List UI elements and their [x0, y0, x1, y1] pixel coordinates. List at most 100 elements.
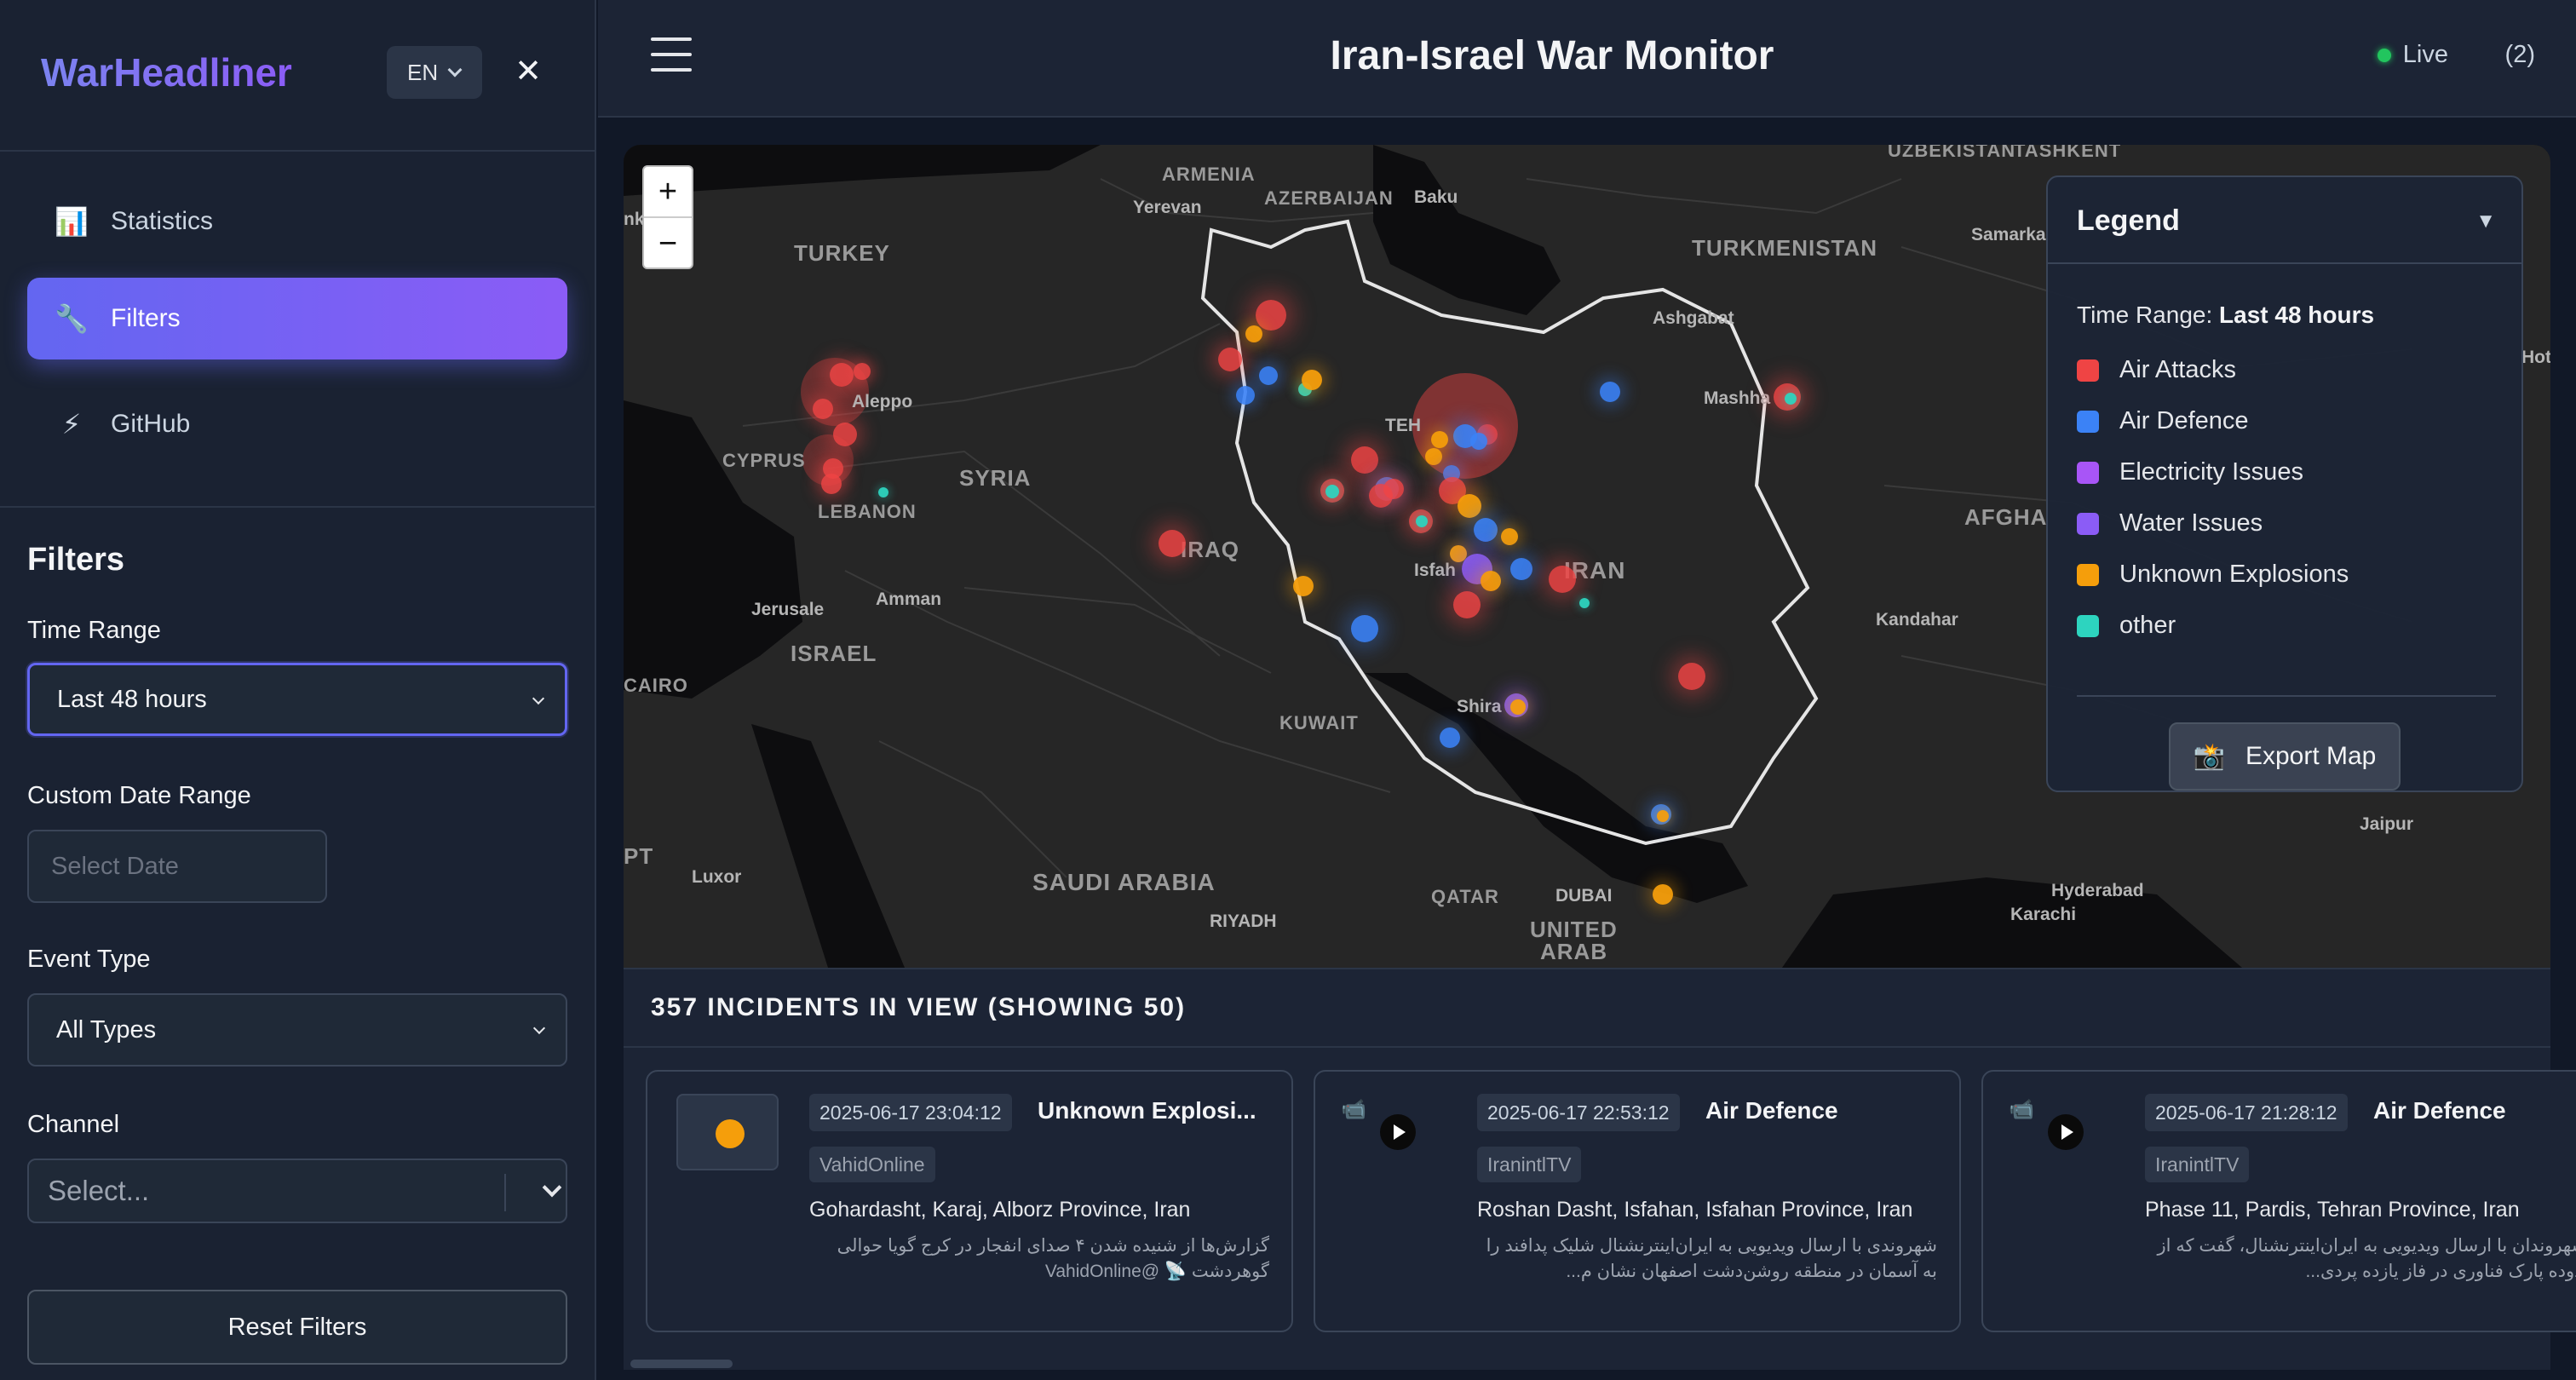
- incident-card[interactable]: 📹 2025-06-17 21:28:12 Air Defence Iranin…: [1981, 1070, 2576, 1332]
- live-status: Live: [2377, 41, 2448, 69]
- incident-card[interactable]: 📹 2025-06-17 22:53:12 Air Defence Iranin…: [1314, 1070, 1961, 1332]
- map-label-city: DUBAI: [1555, 886, 1613, 906]
- incident-marker[interactable]: [1653, 884, 1673, 905]
- sidebar: WarHeadliner EN ✕ 📊 Statistics 🔧 Filters…: [0, 0, 596, 1380]
- incident-marker[interactable]: [1431, 431, 1448, 448]
- incident-timestamp: 2025-06-17 21:28:12: [2145, 1094, 2348, 1131]
- incident-map[interactable]: ARMENIA AZERBAIJAN TURKEY TURKMENISTAN U…: [624, 145, 2550, 968]
- divider: [2077, 695, 2496, 697]
- incident-marker[interactable]: [1549, 566, 1576, 593]
- incident-marker[interactable]: [1453, 591, 1481, 618]
- zoom-out-button[interactable]: −: [658, 225, 678, 262]
- zoom-in-button[interactable]: +: [644, 167, 692, 218]
- event-type-select[interactable]: All Types: [27, 993, 567, 1067]
- map-label-city: Amman: [876, 589, 942, 609]
- map-legend: Legend ▼ Time Range: Last 48 hours Air A…: [2046, 175, 2523, 792]
- incident-marker[interactable]: [1470, 433, 1487, 450]
- reset-filters-button[interactable]: Reset Filters: [27, 1290, 567, 1365]
- incident-marker[interactable]: [1302, 370, 1322, 390]
- incident-marker[interactable]: [1510, 699, 1526, 715]
- language-select[interactable]: EN: [387, 46, 482, 99]
- export-map-label: Export Map: [2245, 742, 2377, 770]
- incident-marker[interactable]: [1510, 558, 1532, 580]
- incident-marker[interactable]: [1236, 386, 1255, 405]
- incident-type: Air Defence: [2373, 1097, 2506, 1124]
- lightning-icon: ⚡: [61, 409, 82, 440]
- page-title: Iran-Israel War Monitor: [1330, 33, 1774, 78]
- map-label-city: Isfah: [1414, 561, 1457, 580]
- nav-item-statistics[interactable]: 📊 Statistics: [27, 181, 567, 262]
- map-label-city: Jerusale: [751, 600, 825, 619]
- incident-marker[interactable]: [1579, 598, 1590, 608]
- close-sidebar-button[interactable]: ✕: [515, 54, 542, 89]
- map-label-country: IRAQ: [1181, 537, 1239, 562]
- incident-location: Gohardasht, Karaj, Alborz Province, Iran: [809, 1198, 1191, 1222]
- incident-marker[interactable]: [1256, 300, 1286, 331]
- collapse-triangle-icon[interactable]: ▼: [2475, 210, 2496, 233]
- legend-swatch: [2077, 410, 2099, 433]
- incident-marker[interactable]: [1657, 810, 1669, 822]
- date-placeholder: Select Date: [51, 852, 179, 880]
- language-value: EN: [407, 59, 439, 85]
- explosion-dot-icon: [716, 1119, 745, 1148]
- incident-marker[interactable]: [1245, 325, 1262, 342]
- map-label-city: Kandahar: [1876, 610, 1958, 630]
- incident-marker[interactable]: [1600, 382, 1620, 402]
- incident-marker[interactable]: [1159, 530, 1186, 557]
- incident-marker[interactable]: [1474, 518, 1498, 542]
- export-map-button[interactable]: 📸 Export Map: [2169, 722, 2401, 791]
- incident-marker[interactable]: [1458, 494, 1481, 518]
- date-input[interactable]: Select Date: [27, 830, 327, 903]
- custom-date-label: Custom Date Range: [27, 782, 251, 809]
- legend-item-label: Air Attacks: [2119, 356, 2236, 383]
- brand-logo[interactable]: WarHeadliner: [41, 50, 292, 95]
- incident-marker[interactable]: [1481, 571, 1501, 591]
- incident-marker[interactable]: [1218, 348, 1242, 371]
- incident-marker[interactable]: [854, 363, 871, 380]
- incident-marker[interactable]: [1501, 528, 1518, 545]
- incident-channel: VahidOnline: [809, 1147, 935, 1182]
- map-label-city: Luxor: [692, 867, 742, 887]
- filters-heading: Filters: [27, 542, 125, 578]
- map-label-city: Baku: [1414, 187, 1458, 207]
- incident-marker[interactable]: [833, 423, 857, 446]
- legend-item-label: Water Issues: [2119, 509, 2263, 537]
- nav-item-github[interactable]: ⚡ GitHub: [27, 383, 567, 465]
- horizontal-scrollbar[interactable]: [630, 1360, 733, 1368]
- incident-marker[interactable]: [821, 474, 842, 494]
- incident-marker[interactable]: [1383, 479, 1404, 499]
- play-icon[interactable]: [2048, 1114, 2084, 1150]
- incident-card[interactable]: 2025-06-17 23:04:12 Unknown Explosi... V…: [646, 1070, 1293, 1332]
- map-label-country: ARMENIA: [1162, 164, 1256, 185]
- incident-marker[interactable]: [1450, 545, 1467, 562]
- incident-marker[interactable]: [830, 363, 854, 387]
- zoom-control: + −: [642, 165, 693, 269]
- legend-item-label: other: [2119, 612, 2176, 639]
- live-dot-icon: [2377, 48, 2391, 62]
- map-label-country: ISRAEL: [791, 641, 877, 666]
- play-icon[interactable]: [1380, 1114, 1416, 1150]
- incident-marker[interactable]: [1416, 515, 1428, 527]
- legend-item-label: Air Defence: [2119, 407, 2249, 434]
- incident-marker[interactable]: [1351, 615, 1378, 642]
- incident-marker[interactable]: [1425, 448, 1442, 465]
- incident-marker[interactable]: [1293, 576, 1314, 596]
- chevron-down-icon[interactable]: [542, 1177, 562, 1198]
- live-count[interactable]: (2): [2504, 41, 2535, 68]
- event-type-value: All Types: [56, 1015, 157, 1044]
- menu-icon[interactable]: [651, 37, 692, 72]
- incident-marker[interactable]: [1325, 485, 1339, 498]
- time-range-select[interactable]: Last 48 hours: [27, 663, 567, 736]
- incident-marker[interactable]: [1678, 663, 1705, 690]
- incident-marker[interactable]: [878, 487, 888, 497]
- incident-marker[interactable]: [1440, 727, 1460, 748]
- map-label-city: Yerevan: [1133, 198, 1202, 217]
- incident-marker[interactable]: [1351, 446, 1378, 474]
- nav-item-filters[interactable]: 🔧 Filters: [27, 278, 567, 359]
- channel-select[interactable]: Select...: [27, 1159, 567, 1223]
- incident-marker[interactable]: [813, 399, 833, 419]
- incident-marker[interactable]: [1259, 366, 1278, 385]
- incident-marker[interactable]: [1785, 393, 1797, 405]
- legend-time-range-prefix: Time Range:: [2077, 302, 2213, 328]
- legend-swatch: [2077, 614, 2099, 637]
